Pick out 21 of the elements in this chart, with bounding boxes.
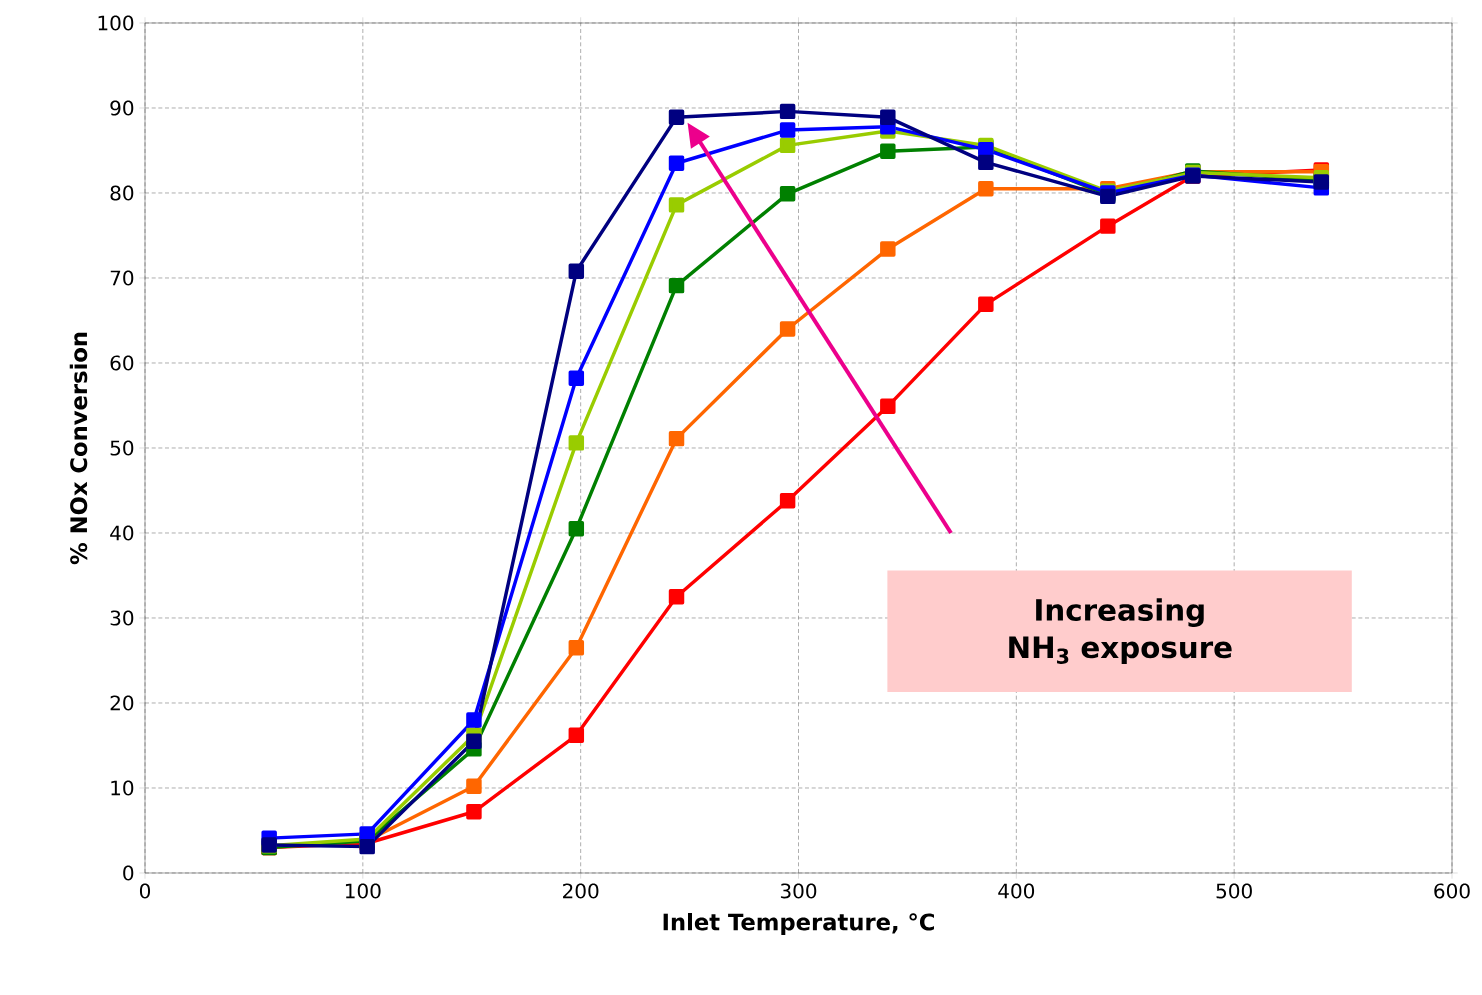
x-tick-label: 100 (345, 883, 381, 899)
y-tick-label: 40 (110, 525, 134, 541)
y-tick-label: 50 (110, 440, 134, 456)
x-tick-label: 600 (1434, 883, 1470, 899)
y-tick-label: 20 (110, 695, 134, 711)
y-tick-label: 80 (110, 185, 134, 201)
x-axis-title: Inlet Temperature, °C (663, 912, 934, 935)
y-tick-label: 60 (110, 355, 134, 371)
y-tick-label: 0 (123, 865, 134, 881)
x-tick-label: 500 (1216, 883, 1252, 899)
y-tick-label: 100 (98, 15, 134, 31)
x-tick-label: 0 (139, 883, 151, 899)
x-tick-label: 400 (998, 883, 1035, 899)
y-tick-label: 30 (110, 610, 134, 626)
annotation: Increasing NH$_{3}$ exposure (1009, 598, 1232, 665)
x-tick-label: 300 (780, 883, 817, 899)
y-axis-title: % NOx Conversion (69, 332, 88, 565)
y-tick-label: 10 (111, 780, 134, 796)
x-tick-label: 200 (563, 883, 599, 899)
y-tick-label: 90 (110, 100, 134, 116)
y-tick-label: 70 (110, 270, 134, 286)
